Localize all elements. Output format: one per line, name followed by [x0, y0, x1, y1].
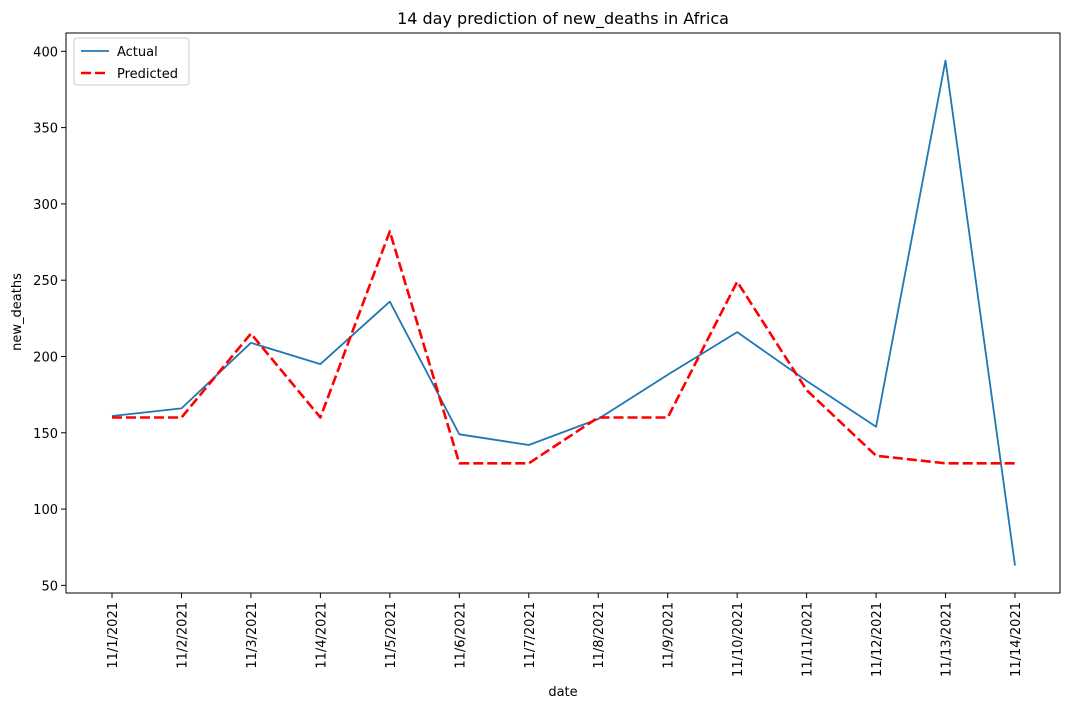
x-tick-label: 11/3/2021 — [245, 602, 260, 669]
y-tick-label: 250 — [33, 274, 58, 289]
y-tick-label: 350 — [33, 122, 58, 137]
x-tick-label: 11/7/2021 — [523, 602, 538, 669]
y-tick-label: 200 — [33, 350, 58, 365]
series-line-actual — [111, 59, 1016, 566]
series-line-predicted — [112, 230, 1015, 465]
chart-title: 14 day prediction of new_deaths in Afric… — [397, 9, 729, 29]
plot-frame — [65, 32, 1061, 594]
x-tick-label: 11/1/2021 — [106, 602, 121, 669]
plot-area: 50 100 150 200 250 300 350 400 11/1/2021 11/2/202… — [33, 32, 1061, 677]
x-tick-label: 11/2/2021 — [175, 602, 190, 669]
y-tick-label: 400 — [33, 45, 58, 60]
y-tick-label: 150 — [33, 427, 58, 442]
x-tick-label: 11/11/2021 — [801, 602, 816, 677]
y-tick-label: 300 — [33, 198, 58, 213]
x-tick-label: 11/6/2021 — [453, 602, 468, 669]
x-tick-label: 11/8/2021 — [592, 602, 607, 669]
legend: Actual Predicted — [73, 37, 190, 86]
x-axis-title: date — [548, 685, 577, 700]
x-tick-label: 11/12/2021 — [870, 602, 885, 677]
x-tick-label: 11/5/2021 — [384, 602, 399, 669]
legend-label-actual: Actual — [117, 45, 158, 60]
legend-label-predicted: Predicted — [117, 67, 178, 82]
y-tick-label: 50 — [41, 579, 58, 594]
x-tick-label: 11/13/2021 — [940, 602, 955, 677]
y-axis-title: new_deaths — [10, 273, 25, 351]
x-tick-label: 11/9/2021 — [662, 602, 677, 669]
y-tick-label: 100 — [33, 503, 58, 518]
x-tick-label: 11/4/2021 — [314, 602, 329, 669]
x-tick-label: 11/10/2021 — [731, 602, 746, 677]
x-tick-label: 11/14/2021 — [1009, 602, 1024, 677]
